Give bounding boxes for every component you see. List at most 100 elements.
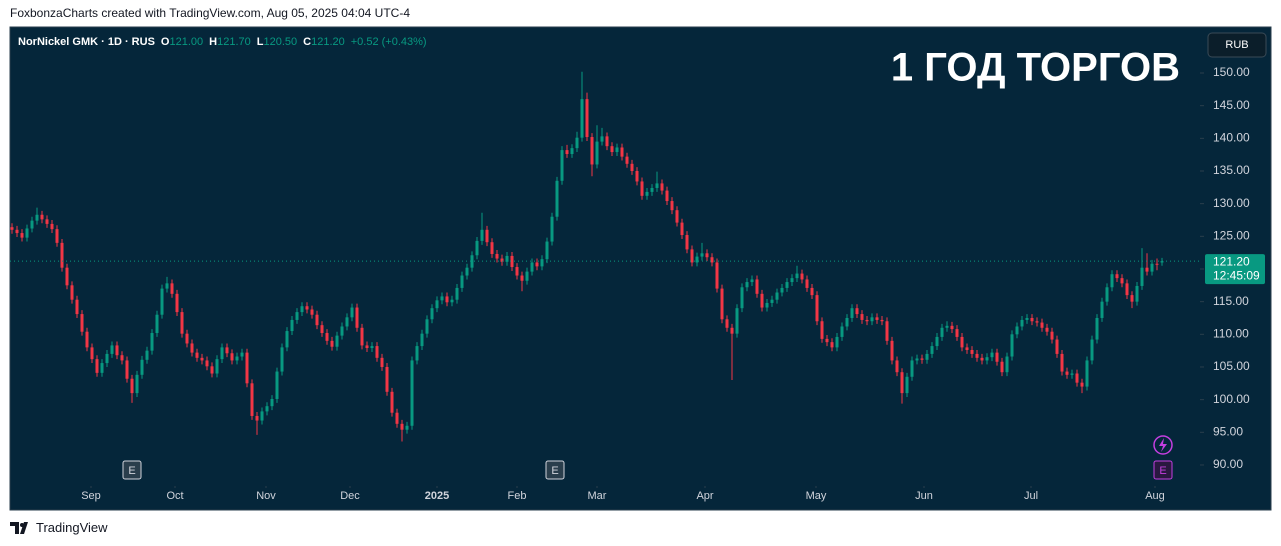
candle-body (925, 353, 929, 360)
y-tick-label: 150.00 (1213, 65, 1250, 79)
candle-body (165, 283, 169, 289)
y-tick-label: 130.00 (1213, 196, 1250, 210)
candle-body (755, 279, 759, 294)
candle-body (565, 150, 569, 155)
candle-body (605, 136, 609, 147)
candle-body (940, 327, 944, 337)
candle-body (435, 300, 439, 309)
candle-body (1150, 263, 1154, 272)
candle-body (845, 317, 849, 327)
candle-body (720, 288, 724, 320)
candle-body (1100, 301, 1104, 318)
candle-body (540, 259, 544, 267)
candle-body (790, 278, 794, 283)
candle-body (175, 293, 179, 313)
candle-body (1135, 285, 1139, 302)
candle-body (275, 371, 279, 399)
candle-body (470, 255, 474, 268)
candle-body (1060, 353, 1064, 372)
candle-body (735, 308, 739, 334)
candle-body (545, 241, 549, 260)
candle-body (385, 366, 389, 392)
candle-body (1115, 274, 1119, 279)
chart-frame (9, 26, 1272, 511)
candle-body (1025, 317, 1029, 320)
candle-body (665, 190, 669, 202)
candle-body (95, 359, 99, 373)
candle-body (295, 312, 299, 320)
candle-body (65, 267, 69, 286)
candle-body (450, 299, 454, 303)
candle-body (1090, 339, 1094, 361)
candle-body (445, 296, 449, 303)
candle-body (1110, 274, 1114, 288)
candle-body (15, 229, 19, 234)
candle-body (1155, 263, 1159, 265)
candle-body (515, 267, 519, 276)
candle-body (200, 357, 204, 361)
candle-body (115, 345, 119, 356)
candle-body (230, 353, 234, 361)
x-tick-label: Oct (166, 490, 183, 502)
event-icon[interactable] (1153, 435, 1173, 455)
candle-body (395, 412, 399, 424)
candle-body (75, 299, 79, 315)
candle-body (390, 391, 394, 413)
candle-body (160, 288, 164, 315)
y-tick-label: 90.00 (1213, 457, 1243, 471)
candle-body (860, 314, 864, 320)
candle-body (1120, 278, 1124, 284)
candle-body (680, 222, 684, 236)
legend-open: 121.00 (169, 36, 203, 48)
candle-body (290, 319, 294, 332)
candle-body (1085, 360, 1089, 387)
candle-body (870, 317, 874, 322)
candle-body (775, 292, 779, 300)
currency-box[interactable] (1207, 32, 1267, 58)
candle-body (425, 319, 429, 334)
candle-body (985, 357, 989, 361)
chart-title: 1 ГОД ТОРГОВ (891, 46, 1180, 90)
candle-body (130, 378, 134, 394)
x-tick-label: Feb (508, 490, 527, 502)
candle-body (520, 275, 524, 281)
legend-symbol: NorNickel GMK · 1D · RUS (18, 36, 155, 48)
candle-body (320, 325, 324, 334)
candle-body (590, 137, 594, 165)
candle-body (580, 99, 584, 138)
candle-body (400, 423, 404, 430)
candle-body (410, 360, 414, 426)
footer: TradingView (10, 520, 108, 535)
candle-body (770, 299, 774, 303)
candle-body (695, 256, 699, 263)
candle-body (970, 349, 974, 354)
candle-body (1030, 317, 1034, 322)
legend-change: +0.52 (+0.43%) (351, 36, 427, 48)
candle-body (350, 307, 354, 318)
candle-body (1105, 287, 1109, 302)
candle-body (1080, 382, 1084, 387)
candle-body (780, 287, 784, 293)
candle-body (30, 220, 34, 229)
candle-body (35, 214, 39, 221)
candle-body (355, 307, 359, 328)
candle-body (535, 262, 539, 267)
candle-body (670, 201, 674, 211)
candle-body (815, 295, 819, 322)
candle-body (460, 275, 464, 288)
candle-body (315, 314, 319, 326)
candle-body (510, 255, 514, 268)
candle-body (660, 183, 664, 191)
candle-body (905, 376, 909, 394)
x-tick-label: Dec (340, 490, 360, 502)
candle-body (585, 99, 589, 138)
candle-body (865, 319, 869, 322)
candle-body (725, 319, 729, 328)
candle-body (1035, 321, 1039, 323)
legend-low: 120.50 (263, 36, 297, 48)
candle-body (100, 363, 104, 373)
candle-body (855, 308, 859, 315)
candle-body (125, 360, 129, 379)
event-box (545, 460, 565, 480)
